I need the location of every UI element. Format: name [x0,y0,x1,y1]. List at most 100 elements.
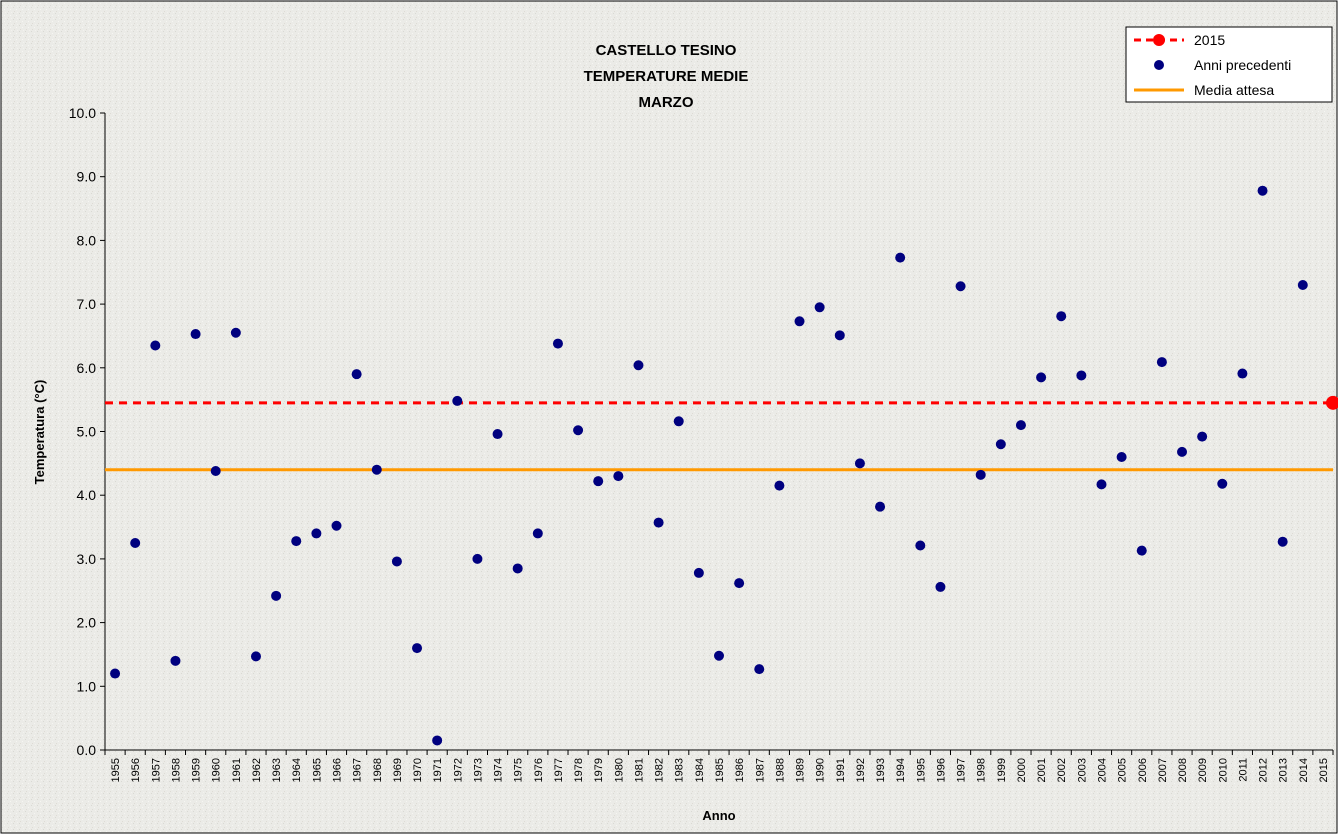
data-point-1975 [512,563,523,574]
x-tick-label: 2009 [1197,758,1209,782]
data-point-1984 [693,567,704,578]
data-point-1999 [995,439,1006,450]
x-tick-label: 1973 [472,758,484,782]
data-point-1982 [653,517,664,528]
y-tick-label: 4.0 [77,487,97,503]
chart-title-line-3: MARZO [639,94,694,111]
data-point-1980 [613,471,624,482]
data-point-2012 [1257,185,1268,196]
data-point-1956 [130,537,141,548]
x-tick-label: 1986 [734,758,746,782]
data-point-1979 [593,476,604,487]
legend: 2015 Anni precedenti Media attesa [1125,26,1333,103]
data-point-1965 [311,528,322,539]
y-tick-label: 6.0 [77,360,97,376]
x-tick-label: 2007 [1157,758,1169,782]
x-tick-label: 1990 [815,758,827,782]
data-point-1976 [532,528,543,539]
data-point-1969 [391,556,402,567]
x-tick-label: 2008 [1177,758,1189,782]
legend-anni-precedenti-label: Anni precedenti [1194,57,1291,73]
x-tick-label: 1971 [432,758,444,782]
y-tick-label: 0.0 [77,742,97,758]
legend-2015-label: 2015 [1194,32,1225,48]
data-point-2015 [1326,395,1338,410]
y-tick-label: 8.0 [77,232,97,248]
chart-title-line-2: TEMPERATURE MEDIE [584,68,749,85]
x-axis-label: Anno [702,808,735,823]
legend-2015-marker-icon [1153,34,1165,46]
y-tick-label: 10.0 [69,105,96,121]
x-ticks: 1955 1956 1957 1958 1959 1960 1961 1962 1963 1964… [104,750,1334,782]
x-tick-label: 1964 [291,758,303,782]
data-point-1993 [875,501,886,512]
y-tick-label: 3.0 [77,551,97,567]
data-point-1971 [432,735,443,746]
data-point-2006 [1136,545,1147,556]
x-tick-label: 1985 [714,758,726,782]
x-tick-label: 2011 [1237,758,1249,782]
data-point-1997 [955,281,966,292]
data-point-2001 [1036,372,1047,383]
data-point-2013 [1277,536,1288,547]
data-point-1961 [230,327,241,338]
data-point-1962 [250,651,261,662]
x-tick-label: 1994 [895,758,907,782]
x-tick-label: 2004 [1096,758,1108,782]
x-tick-label: 1978 [573,758,585,782]
x-tick-label: 1982 [654,758,666,782]
y-tick-label: 1.0 [77,678,97,694]
data-point-1994 [895,252,906,263]
x-tick-label: 2003 [1076,758,1088,782]
legend-anni-precedenti-marker-icon [1154,60,1164,70]
y-tick-label: 9.0 [77,169,97,185]
x-tick-label: 1974 [493,758,505,782]
data-point-1978 [573,425,584,436]
data-point-2007 [1156,357,1167,368]
data-point-2014 [1297,279,1308,290]
data-point-1991 [834,330,845,341]
x-tick-label: 1987 [754,758,766,782]
data-point-2010 [1217,478,1228,489]
data-point-1996 [935,581,946,592]
y-axis-label: Temperatura (°C) [32,380,47,485]
x-tick-label: 1993 [875,758,887,782]
x-tick-label: 2012 [1258,758,1270,782]
x-tick-label: 1956 [130,758,142,782]
x-tick-label: 1984 [694,758,706,782]
data-point-1958 [170,655,181,666]
x-tick-label: 2006 [1137,758,1149,782]
x-tick-label: 1977 [553,758,565,782]
x-tick-label: 1998 [976,758,988,782]
data-point-1960 [210,465,221,476]
x-tick-label: 2013 [1278,758,1290,782]
data-point-2000 [1015,420,1026,431]
data-point-2011 [1237,368,1248,379]
data-point-1966 [331,520,342,531]
x-tick-label: 1955 [110,758,122,782]
x-tick-label: 1963 [271,758,283,782]
data-point-1974 [492,429,503,440]
y-tick-label: 5.0 [77,424,97,440]
data-point-2005 [1116,451,1127,462]
y-tick-label: 7.0 [77,296,97,312]
data-point-1992 [854,458,865,469]
x-tick-label: 1989 [795,758,807,782]
data-point-1955 [110,668,121,679]
x-tick-label: 1961 [231,758,243,782]
x-tick-label: 1991 [835,758,847,782]
x-tick-label: 1965 [311,758,323,782]
x-tick-label: 1981 [633,758,645,782]
x-tick-label: 1992 [855,758,867,782]
x-tick-label: 2000 [1016,758,1028,782]
x-tick-label: 1976 [533,758,545,782]
x-tick-label: 1967 [352,758,364,782]
x-tick-label: 1960 [211,758,223,782]
data-point-1968 [371,464,382,475]
x-tick-label: 1959 [191,758,203,782]
data-point-1964 [291,536,302,547]
data-point-2002 [1056,311,1067,322]
y-ticks: 0.0 1.0 2.0 3.0 4.0 5.0 6.0 7.0 8.0 9.0 10.0 [69,105,105,758]
data-point-1957 [150,340,161,351]
